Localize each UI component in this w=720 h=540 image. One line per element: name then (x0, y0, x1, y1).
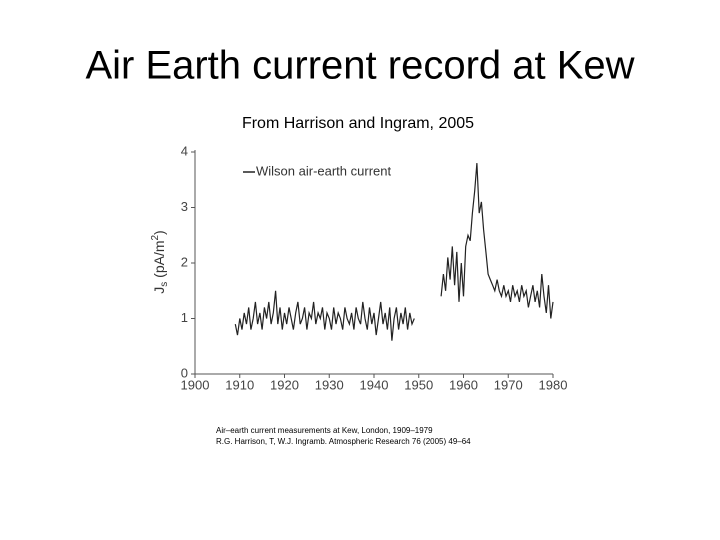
x-tick-label: 1910 (225, 377, 254, 392)
data-line (234, 163, 554, 341)
x-tick-label: 1920 (270, 377, 299, 392)
x-tick-label: 1950 (404, 377, 433, 392)
caption-line: R.G. Harrison, T, W.J. Ingramb. Atmosphe… (216, 437, 471, 446)
y-label-sub: s (159, 282, 170, 287)
y-label-sup: 2 (150, 235, 161, 241)
y-tick-label: 2 (181, 254, 188, 269)
caption-line: Air–earth current measurements at Kew, L… (216, 426, 433, 435)
y-label-main: J (151, 287, 167, 294)
x-tick-label: 1960 (449, 377, 478, 392)
y-tick-label: 4 (181, 143, 188, 158)
x-tick-label: 1940 (360, 377, 389, 392)
x-tick-label: 1900 (181, 377, 210, 392)
y-tick-label: 0 (181, 365, 188, 380)
legend-label: Wilson air-earth current (256, 163, 391, 178)
y-tick-label: 3 (181, 199, 188, 214)
y-label-end: ) (151, 230, 167, 235)
slide-title: Air Earth current record at Kew (85, 44, 634, 88)
y-axis-label: Js (pA/m2) (150, 230, 170, 293)
y-label-rest: (pA/m (151, 241, 167, 282)
x-tick-label: 1970 (494, 377, 523, 392)
x-tick-label: 1930 (315, 377, 344, 392)
x-tick-label: 1980 (539, 377, 568, 392)
y-tick-label: 1 (181, 310, 188, 325)
subtitle: From Harrison and Ingram, 2005 (242, 115, 474, 132)
